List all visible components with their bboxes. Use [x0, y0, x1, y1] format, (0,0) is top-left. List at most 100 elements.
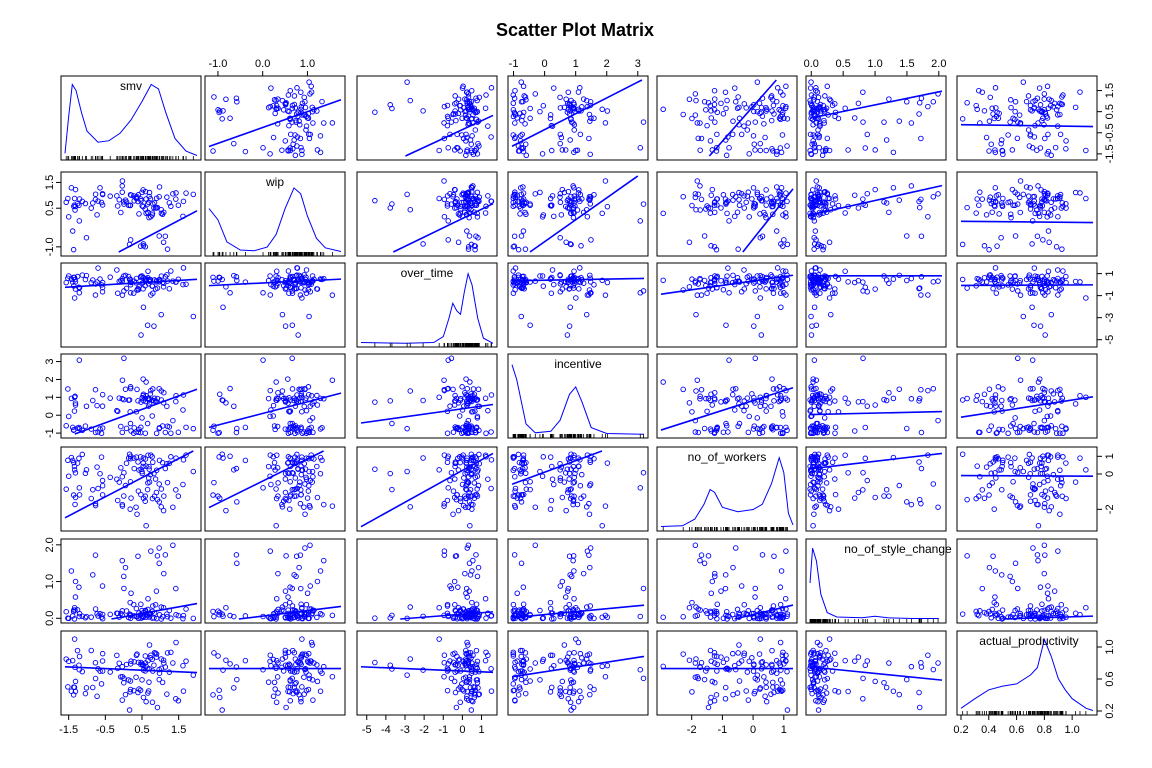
scatter-point — [1036, 108, 1043, 114]
scatter-point — [935, 191, 941, 197]
scatter-point — [90, 572, 96, 578]
scatter-point — [807, 210, 813, 217]
scatter-point — [832, 205, 838, 211]
scatter-point — [123, 460, 130, 466]
scatter-point — [743, 403, 749, 409]
scatter-point — [99, 289, 106, 295]
scatter-point — [711, 87, 718, 94]
scatter-point — [223, 657, 229, 663]
scatter-point — [736, 189, 742, 196]
scatter-point — [299, 408, 305, 415]
scatter-point — [807, 97, 813, 104]
scatter-point — [557, 199, 564, 206]
scatter-point — [557, 234, 563, 241]
scatter-point — [587, 272, 593, 279]
scatter-point — [97, 185, 103, 191]
scatter-point — [588, 237, 594, 243]
scatter-point — [708, 108, 714, 114]
scatter-point — [522, 276, 529, 283]
scatter-point — [453, 100, 460, 106]
scatter-point — [279, 311, 286, 318]
scatter-point — [420, 241, 426, 247]
scatter-point — [964, 553, 970, 559]
scatter-point — [890, 185, 897, 191]
scatter-point — [515, 451, 522, 458]
scatter-point — [826, 295, 833, 301]
scatter-point — [234, 499, 240, 505]
scatter-point — [998, 140, 1004, 147]
panel-frame — [656, 262, 798, 348]
scatter-point — [778, 304, 784, 310]
scatter-point — [842, 210, 848, 216]
scatter-point — [549, 202, 555, 208]
scatter-point — [860, 279, 866, 285]
scatter-point — [564, 332, 571, 338]
scatter-point — [904, 99, 910, 105]
scatter-point — [537, 607, 543, 614]
scatter-point — [314, 614, 320, 621]
scatter-point — [845, 279, 851, 285]
scatter-point — [1077, 89, 1083, 95]
scatter-point — [242, 657, 249, 664]
scatter-point — [223, 507, 229, 514]
scatter-point — [1029, 218, 1036, 224]
panel-wip-vs-incentive — [507, 171, 649, 257]
scatter-point — [447, 403, 453, 409]
scatter-point — [754, 415, 761, 421]
scatter-point — [211, 278, 217, 284]
scatter-point — [883, 137, 890, 143]
scatter-point — [570, 214, 577, 221]
scatter-point — [1031, 265, 1038, 271]
scatter-point — [314, 392, 320, 399]
scatter-point — [520, 145, 527, 151]
scatter-point — [689, 115, 695, 122]
scatter-point — [267, 292, 274, 298]
scatter-point — [763, 108, 769, 114]
scatter-point — [231, 272, 237, 279]
scatter-point — [763, 408, 769, 414]
scatter-point — [872, 402, 878, 408]
scatter-point — [824, 83, 831, 90]
scatter-point — [457, 459, 463, 466]
scatter-point — [134, 386, 140, 393]
scatter-point — [190, 468, 197, 475]
scatter-point — [389, 486, 395, 493]
panel-no_of_workers-vs-actual_productivity — [956, 446, 1098, 532]
scatter-point — [128, 495, 134, 501]
scatter-point — [815, 241, 822, 248]
scatter-point — [511, 274, 518, 280]
scatter-point — [119, 377, 126, 383]
fit-line — [708, 79, 777, 157]
scatter-point — [242, 148, 249, 155]
panel-frame — [204, 75, 346, 161]
panel-smv-vs-no_of_workers — [656, 75, 798, 161]
scatter-point — [860, 398, 866, 405]
panel-over_time-vs-actual_productivity — [956, 262, 1098, 348]
scatter-point — [551, 213, 557, 220]
scatter-point — [807, 100, 814, 106]
scatter-point — [515, 246, 522, 253]
scatter-point — [170, 417, 176, 424]
scatter-point — [1039, 199, 1045, 205]
scatter-point — [149, 699, 156, 706]
scatter-point — [1045, 131, 1051, 138]
scatter-point — [935, 278, 941, 284]
scatter-point — [557, 105, 564, 111]
scatter-point — [732, 99, 739, 105]
scatter-point — [473, 552, 479, 558]
scatter-point — [71, 195, 78, 202]
scatter-point — [476, 198, 482, 205]
scatter-point — [783, 548, 789, 554]
scatter-point — [217, 694, 223, 701]
scatter-point — [271, 679, 278, 686]
scatter-point — [116, 395, 122, 401]
scatter-point — [694, 178, 701, 184]
scatter-point — [441, 103, 448, 110]
scatter-point — [729, 131, 736, 138]
scatter-point — [777, 202, 784, 209]
scatter-point — [461, 199, 467, 206]
scatter-point — [842, 452, 848, 458]
scatter-point — [532, 191, 539, 197]
scatter-point — [448, 201, 455, 207]
scatter-point — [1057, 430, 1063, 437]
